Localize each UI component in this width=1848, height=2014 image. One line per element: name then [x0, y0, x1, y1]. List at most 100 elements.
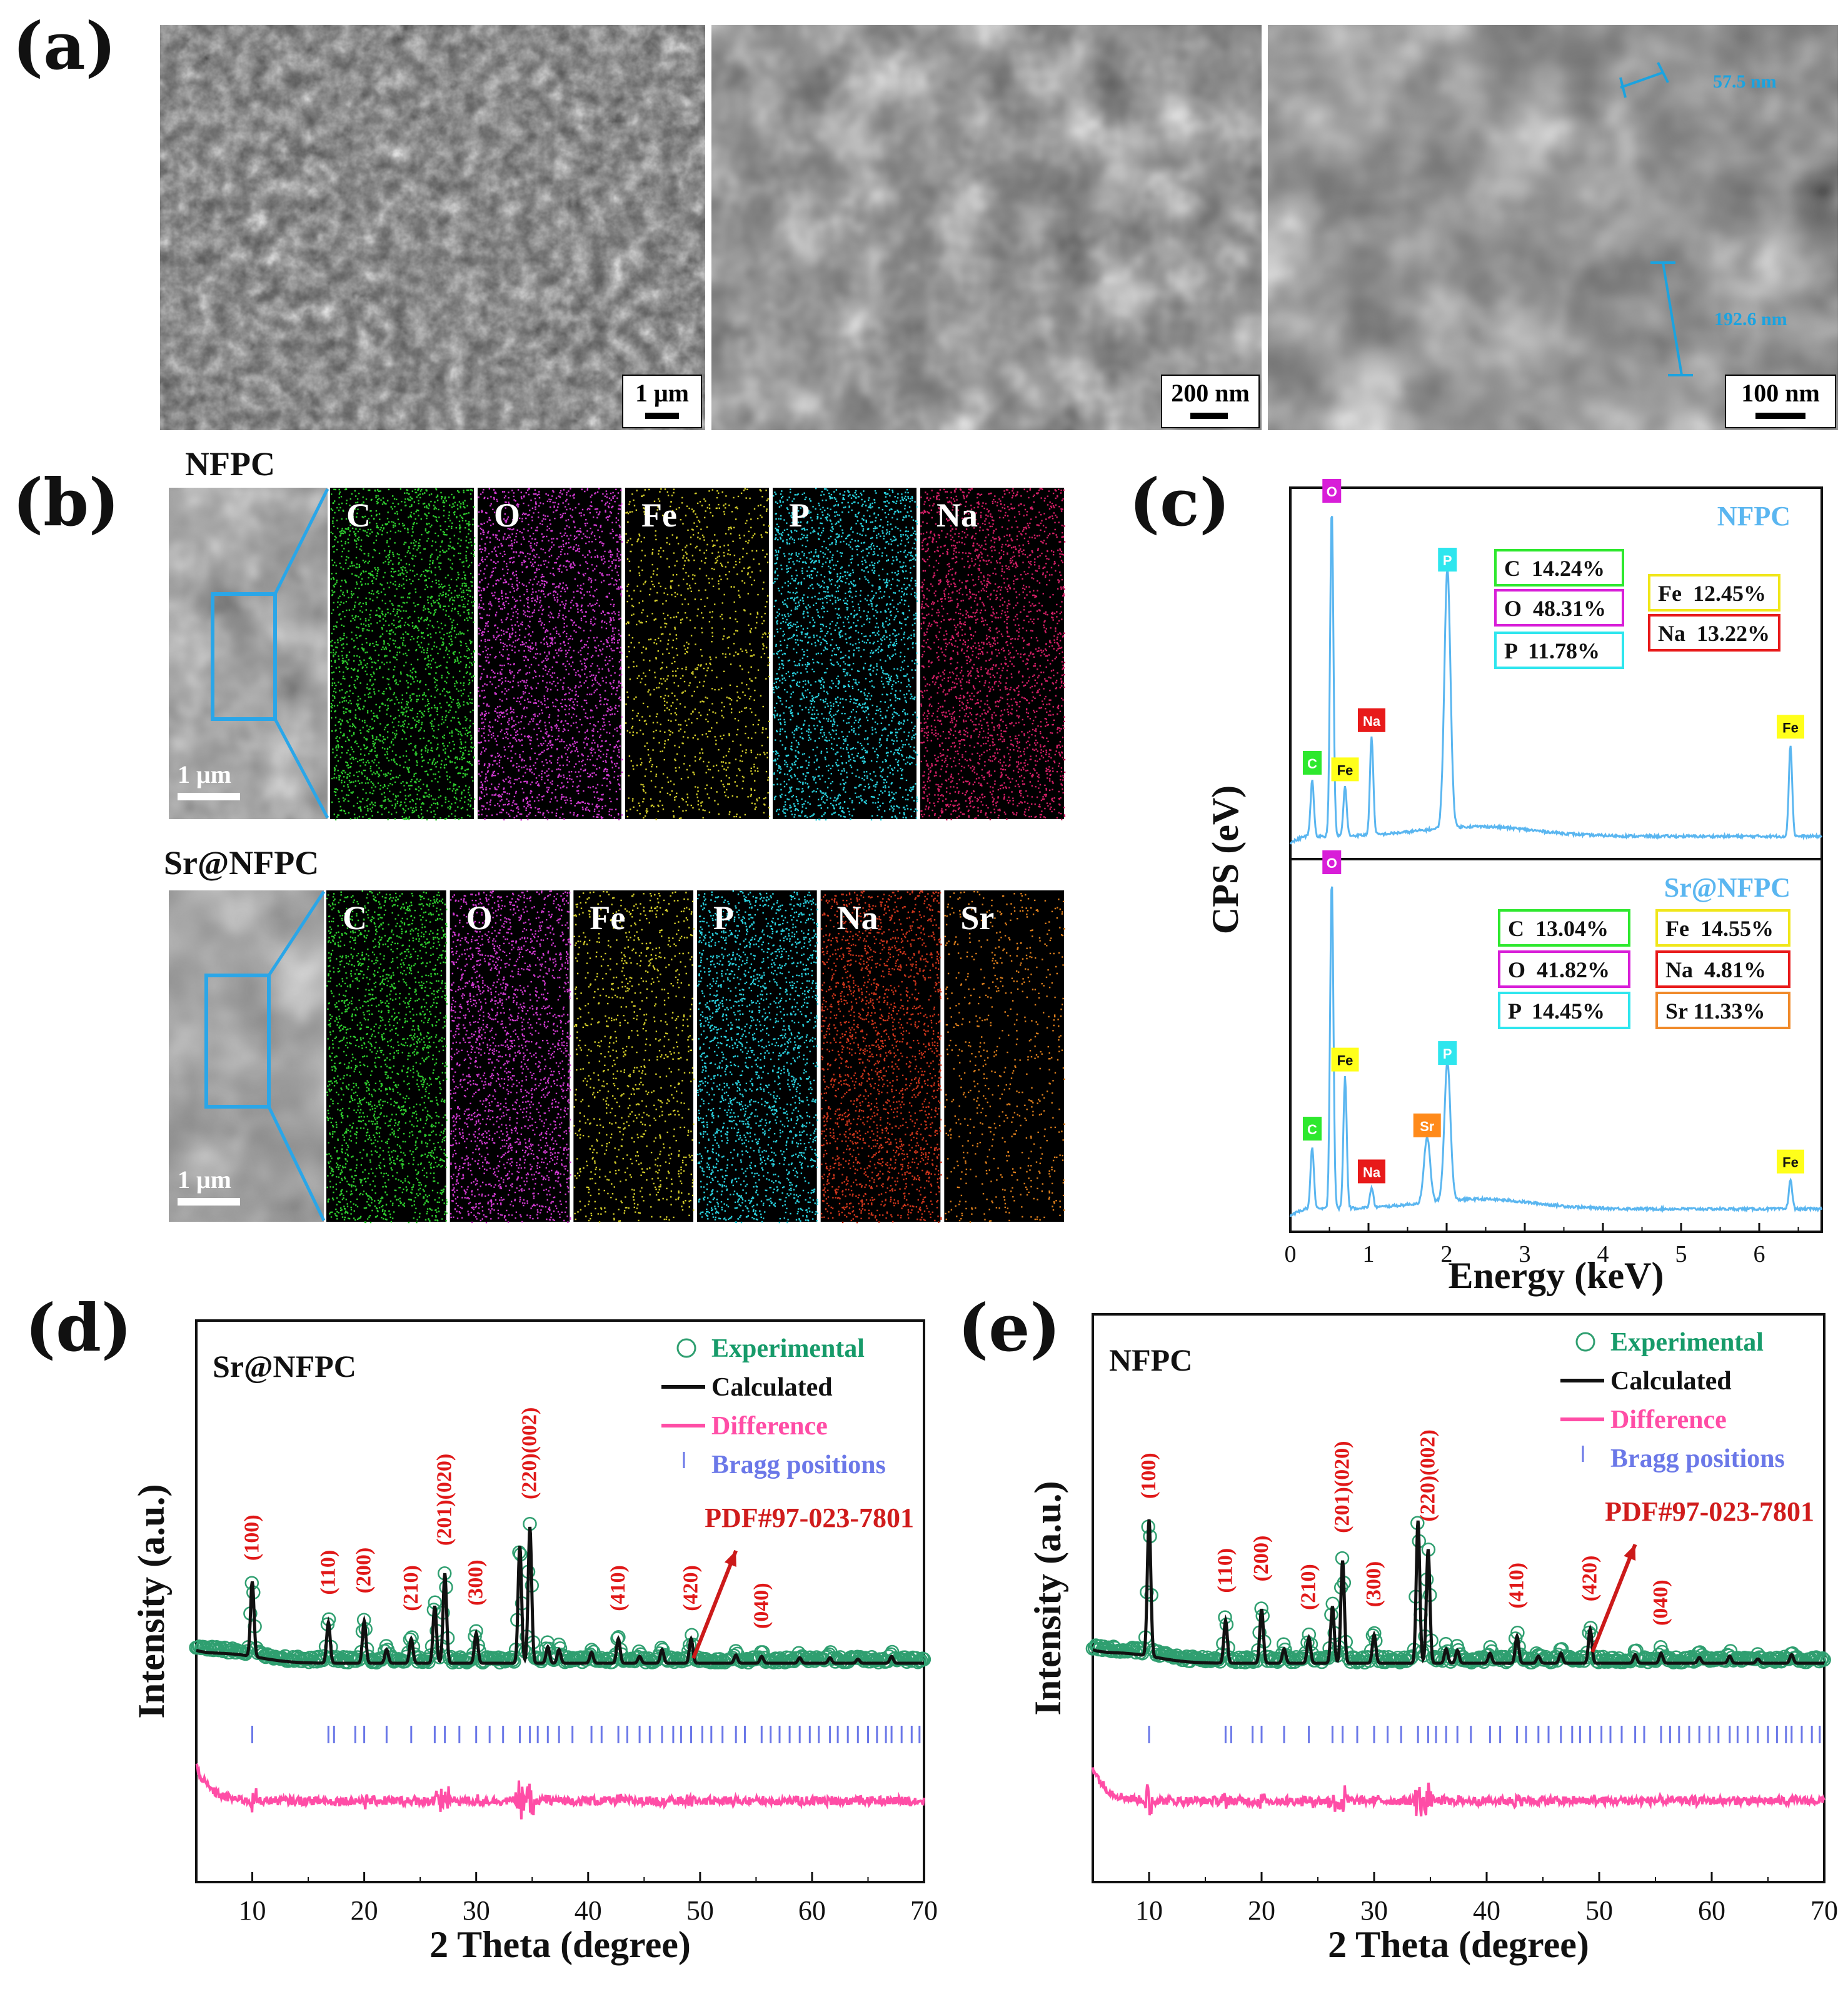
svg-text:Fe: Fe	[1782, 1155, 1799, 1171]
scale-bar-100nm: 100 nm	[1725, 375, 1836, 428]
hkl-label: (200)	[353, 1548, 376, 1594]
x-tick-label: 0	[1285, 1241, 1297, 1267]
legend-item: Experimental	[1610, 1328, 1764, 1357]
sample-name: Sr@NFPC	[213, 1349, 356, 1384]
x-tick-label: 4	[1597, 1241, 1609, 1267]
svg-text:Na: Na	[1363, 713, 1381, 729]
sample-name: NFPC	[1109, 1342, 1192, 1377]
hkl-label: (100)	[1137, 1453, 1160, 1499]
mapping-element-label: Na	[837, 899, 878, 937]
hkl-label: (110)	[316, 1550, 339, 1595]
difference-line	[1092, 1767, 1825, 1817]
composition-box-c: C 13.04%	[1498, 909, 1630, 947]
sem-image-low-mag	[160, 25, 705, 430]
x-tick-label: 3	[1519, 1241, 1531, 1267]
svg-text:Fe: Fe	[1782, 720, 1799, 735]
mapping-title-nfpc: NFPC	[185, 445, 275, 483]
scale-bar-label: 100 nm	[1741, 379, 1820, 407]
mapping-panel-na: Na	[920, 488, 1066, 821]
peak-label-fe: Fe	[1331, 1047, 1359, 1072]
hkl-label: (040)	[1649, 1579, 1672, 1626]
x-tick-label: 6	[1754, 1241, 1765, 1267]
peak-label-p: P	[1438, 1041, 1457, 1065]
x-tick-label: 70	[1810, 1895, 1838, 1926]
mapping-title-sr: Sr@NFPC	[164, 844, 319, 882]
mapping-panels-nfpc: C O Fe P Na	[330, 488, 1066, 821]
svg-text:P 14.45%: P 14.45%	[1508, 999, 1605, 1024]
scale-bar-200nm: 200 nm	[1161, 375, 1260, 428]
hkl-label: (210)	[1297, 1564, 1320, 1610]
peak-label-p: P	[1438, 548, 1457, 572]
composition-box-fe: Fe 14.55%	[1655, 909, 1790, 947]
peak-label-fe: Fe	[1777, 715, 1804, 739]
xrd-chart-sr: 10 20 30 40 50 60 70 2 Theta (degree) Intensity …	[131, 1319, 938, 1965]
panel-label-b: (b)	[13, 464, 119, 541]
legend-item: Difference	[1610, 1406, 1727, 1434]
mapping-sem-nfpc: 1 μm	[169, 488, 329, 819]
composition-box-p: P 11.78%	[1494, 632, 1624, 669]
peak-label-fe: Fe	[1777, 1149, 1804, 1174]
legend-item: Bragg positions	[711, 1451, 886, 1479]
sem-image-mid-mag	[711, 25, 1262, 430]
x-tick-label: 50	[1585, 1895, 1613, 1926]
svg-text:Sr 11.33%: Sr 11.33%	[1665, 999, 1765, 1024]
svg-text:57.5 nm: 57.5 nm	[1713, 71, 1777, 92]
peak-label-o: O	[1322, 850, 1342, 874]
panel-label-d: (d)	[25, 1289, 132, 1366]
mapping-panel-p: P	[697, 890, 818, 1224]
x-tick-label: 1	[1363, 1241, 1375, 1267]
svg-text:P: P	[1443, 553, 1452, 568]
svg-text:Sr: Sr	[1420, 1119, 1435, 1134]
hkl-label: (220)(002)	[518, 1407, 541, 1499]
experimental-points	[1085, 1516, 1831, 1670]
svg-text:O: O	[1327, 484, 1337, 500]
svg-text:C: C	[1307, 756, 1317, 772]
composition-box-p: P 14.45%	[1498, 992, 1630, 1029]
x-tick-label: 20	[1248, 1895, 1275, 1926]
svg-text:Na: Na	[1363, 1164, 1381, 1180]
mapping-panel-o: O	[478, 488, 623, 821]
svg-text:C 13.04%: C 13.04%	[1508, 916, 1609, 941]
mapping-panel-sr: Sr	[944, 890, 1065, 1223]
peak-label-fe: Fe	[1331, 757, 1359, 782]
y-axis-label: CPS (eV)	[1205, 785, 1246, 934]
bragg-positions	[1148, 1726, 1821, 1743]
hkl-label: (110)	[1213, 1548, 1237, 1593]
hkl-label: (410)	[1505, 1563, 1529, 1609]
svg-text:Fe: Fe	[1337, 1053, 1353, 1069]
scale-bar-label: 1 μm	[635, 379, 689, 407]
reference-pdf: PDF#97-023-7801	[705, 1503, 914, 1533]
calculated-line	[196, 1526, 924, 1665]
mapping-element-label: Na	[937, 496, 978, 534]
composition-box-na: Na 4.81%	[1655, 950, 1790, 988]
svg-text:O 48.31%: O 48.31%	[1504, 596, 1606, 621]
x-tick-label: 40	[575, 1895, 602, 1926]
legend: Experimental Calculated Difference Bragg po…	[661, 1334, 886, 1479]
difference-line	[195, 1763, 925, 1820]
legend-item: Experimental	[711, 1334, 865, 1363]
bragg-positions	[251, 1726, 921, 1743]
mapping-panels-sr: C O Fe P Na Sr	[326, 890, 1065, 1224]
scale-bar-label: 200 nm	[1171, 379, 1250, 407]
svg-text:C: C	[1307, 1122, 1317, 1137]
legend-item: Bragg positions	[1610, 1444, 1785, 1473]
sample-name: NFPC	[1717, 501, 1790, 531]
svg-text:P 11.78%: P 11.78%	[1504, 638, 1600, 663]
hkl-label: (201)(020)	[433, 1454, 456, 1546]
mapping-element-label: P	[789, 496, 810, 534]
svg-text:Na 4.81%: Na 4.81%	[1665, 957, 1766, 982]
scale-bar-label: 1 μm	[178, 760, 231, 788]
mapping-panel-c: C	[326, 890, 448, 1224]
composition-box-o: O 41.82%	[1498, 950, 1630, 988]
mapping-panel-fe: Fe	[625, 488, 771, 820]
sample-name: Sr@NFPC	[1664, 872, 1790, 903]
composition-box-na: Na 13.22%	[1648, 614, 1780, 652]
mapping-element-label: O	[494, 496, 520, 534]
hkl-label: (040)	[750, 1583, 773, 1629]
x-tick-label: 40	[1473, 1895, 1500, 1926]
calculated-line	[1092, 1519, 1824, 1665]
svg-text:O: O	[1327, 855, 1337, 871]
mapping-element-label: Fe	[590, 899, 625, 937]
x-tick-label: 70	[910, 1895, 938, 1926]
mapping-element-label: Fe	[641, 496, 677, 534]
